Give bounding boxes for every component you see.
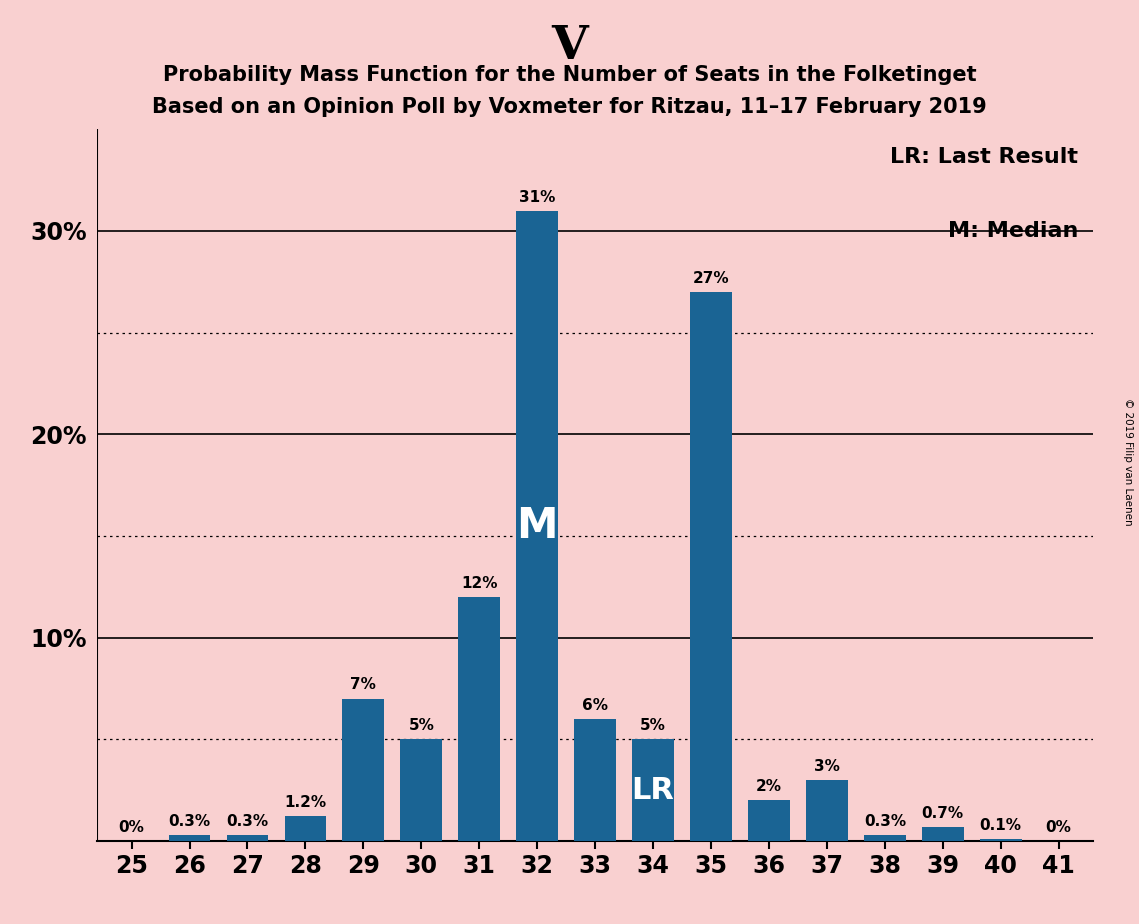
Bar (574, 719, 616, 841)
Text: 0%: 0% (1046, 820, 1072, 834)
Text: V: V (551, 23, 588, 69)
Text: 0%: 0% (118, 820, 145, 834)
Text: Probability Mass Function for the Number of Seats in the Folketinget: Probability Mass Function for the Number… (163, 65, 976, 85)
Text: 31%: 31% (519, 189, 556, 204)
Bar (401, 739, 442, 841)
Bar (458, 597, 500, 841)
Text: 0.7%: 0.7% (921, 806, 964, 821)
Bar (748, 800, 789, 841)
Text: 5%: 5% (409, 718, 434, 733)
Text: 12%: 12% (461, 576, 498, 590)
Text: Based on an Opinion Poll by Voxmeter for Ritzau, 11–17 February 2019: Based on an Opinion Poll by Voxmeter for… (153, 97, 986, 117)
Text: 5%: 5% (640, 718, 666, 733)
Text: LR: Last Result: LR: Last Result (891, 147, 1079, 167)
Bar (806, 780, 847, 841)
Text: 7%: 7% (351, 677, 376, 692)
Text: M: Median: M: Median (948, 221, 1079, 241)
Text: 3%: 3% (814, 759, 839, 773)
Text: 0.3%: 0.3% (169, 814, 211, 829)
Bar (227, 834, 269, 841)
Bar (921, 827, 964, 841)
Bar (690, 292, 732, 841)
Text: 27%: 27% (693, 271, 729, 286)
Text: © 2019 Filip van Laenen: © 2019 Filip van Laenen (1123, 398, 1133, 526)
Text: LR: LR (632, 775, 674, 805)
Text: 6%: 6% (582, 698, 608, 712)
Text: 0.3%: 0.3% (227, 814, 269, 829)
Bar (285, 817, 326, 841)
Text: 0.1%: 0.1% (980, 818, 1022, 833)
Text: 1.2%: 1.2% (285, 796, 327, 810)
Bar (169, 834, 211, 841)
Bar (343, 699, 384, 841)
Bar (516, 211, 558, 841)
Text: M: M (516, 505, 558, 547)
Bar (865, 834, 906, 841)
Bar (632, 739, 674, 841)
Text: 2%: 2% (756, 779, 782, 794)
Bar (980, 839, 1022, 841)
Text: 0.3%: 0.3% (863, 814, 906, 829)
